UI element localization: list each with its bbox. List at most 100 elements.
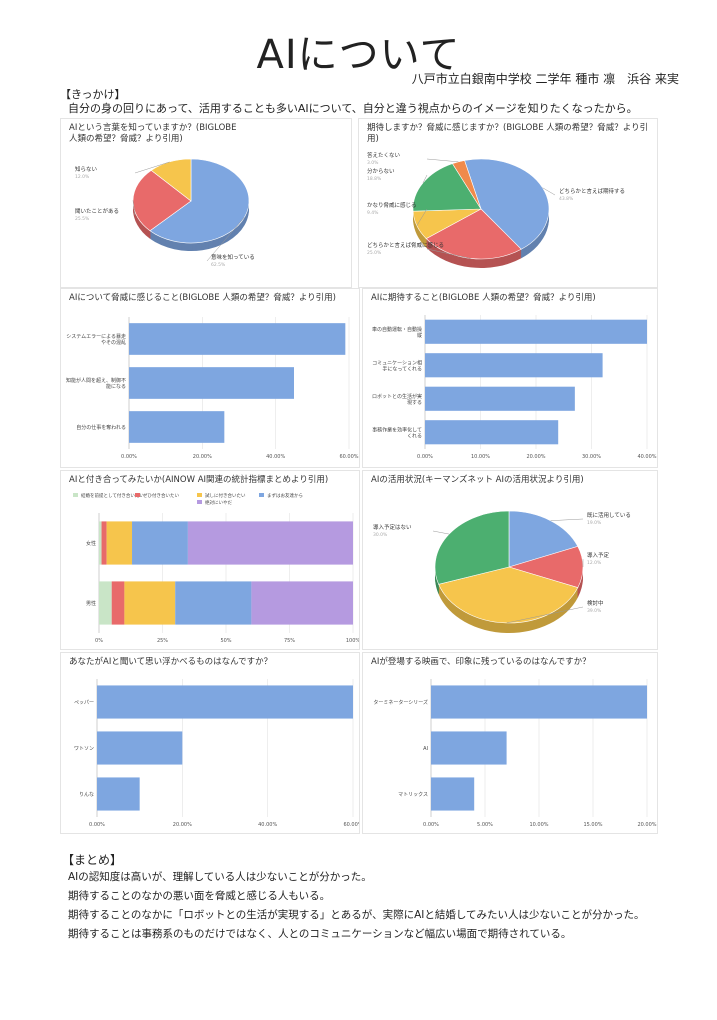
summary-line: 期待することは事務系のものだけではなく、人とのコミュニケーションなど幅広い場面で… — [68, 928, 572, 940]
leader-line — [542, 187, 556, 196]
legend-swatch — [197, 493, 202, 497]
bar — [425, 420, 559, 445]
legend-label: 絶対にいやだ — [205, 499, 232, 506]
pie-value-label: 30.0% — [373, 532, 388, 538]
summary-text: AIの認知度は高いが、理解している人は少ないことが分かった。 期待することのなか… — [68, 868, 645, 944]
x-tick-label: 15.00% — [583, 822, 602, 828]
bar — [97, 777, 140, 811]
leader-line — [422, 174, 428, 184]
summary-line: 期待することのなかの悪い面を脅威と感じる人もいる。 — [68, 890, 331, 902]
pie-value-label: 39.0% — [587, 608, 602, 614]
bar — [425, 319, 647, 344]
leader-line — [550, 518, 584, 521]
pie-label: 導入予定はない — [373, 523, 412, 531]
category-label: 事務作業を効率化して — [372, 426, 422, 433]
x-tick-label: 20.00% — [173, 822, 192, 828]
x-tick-label: 20.00% — [193, 454, 212, 460]
chart-date-stacked-bar: 結婚を前提として付き合いたい ぜひ付き合いたい 試しに付き合いたい まずはお友達から絶… — [73, 492, 359, 644]
x-tick-label: 20.00% — [637, 822, 656, 828]
category-label: 車の自動運転・自動操 — [372, 326, 422, 333]
chart-panel-expect: 期待しますか？脅威に感じますか？(BIGLOBE 人類の希望？脅威？より引用) … — [358, 118, 658, 288]
stacked-bar-segment — [251, 581, 353, 625]
stacked-bar-segment — [132, 521, 188, 565]
category-label: システムエラーによる暴走 — [66, 333, 126, 340]
legend-label: 試しに付き合いたい — [205, 492, 246, 499]
bar — [129, 367, 294, 399]
pie-value-label: 19.0% — [587, 520, 602, 526]
stacked-bar-segment — [99, 521, 102, 565]
chart-panel-think: あなたがAIと聞いて思い浮かべるものはなんですか？ 0.00% 20.00% 40.… — [60, 652, 360, 834]
pie-label: 答えたくない — [367, 151, 401, 159]
chart-title: AIに期待すること(BIGLOBE 人類の希望？脅威？より引用) — [371, 293, 596, 303]
page-title: AIについて — [256, 32, 461, 78]
pie-label: どちらかと言えば期待する — [559, 187, 625, 195]
chart-panel-known: AIという言葉を知っていますか？(BIGLOBE 人類の希望？脅威？より引用) … — [60, 118, 352, 288]
category-label: ペッパー — [74, 700, 94, 706]
chart-movie-bar: 0.00% 5.00% 10.00% 15.00% 20.00% ターミネーターシリーズ A… — [373, 679, 657, 828]
x-tick-label: 10.00% — [529, 822, 548, 828]
pie-value-label: 62.5% — [211, 262, 226, 268]
stacked-bar-segment — [106, 521, 133, 565]
bar — [97, 731, 183, 765]
chart-title: AIについて脅威に感じること(BIGLOBE 人類の希望？脅威？より引用) — [69, 293, 336, 303]
leader-line — [426, 248, 471, 259]
legend-swatch — [197, 500, 202, 504]
category-label: 自分の仕事を奪われる — [76, 424, 126, 431]
summary-line: 期待することのなかに「ロボットとの生活が実現する」とあるが、実際にAIと結婚して… — [68, 909, 645, 921]
chart-title: AIが登場する映画で、印象に残っているのはなんですか？ — [371, 657, 591, 667]
category-label: りんな — [79, 791, 94, 798]
chart-title: 期待しますか？脅威に感じますか？(BIGLOBE 人類の希望？脅威？より引用) — [367, 123, 649, 144]
pie-label: 聞いたことがある — [75, 207, 119, 215]
x-tick-label: 75% — [284, 638, 295, 644]
leader-line — [506, 606, 584, 624]
bar — [129, 323, 346, 355]
x-tick-label: 0.00% — [423, 822, 439, 828]
pie-value-label: 12.0% — [75, 174, 90, 180]
leader-line — [426, 158, 459, 163]
pie-label: 分からない — [367, 167, 395, 175]
pie-value-label: 18.8% — [367, 176, 382, 182]
chart-panel-threat: AIについて脅威に感じること(BIGLOBE 人類の希望？脅威？より引用) 0.… — [60, 288, 360, 468]
pie-slice — [425, 208, 522, 260]
stacked-bar-segment — [175, 581, 252, 625]
x-tick-label: 40.00% — [637, 454, 656, 460]
legend-swatch — [259, 493, 264, 497]
x-tick-label: 30.00% — [582, 454, 601, 460]
pie-slice — [508, 510, 579, 568]
x-tick-label: 40.00% — [258, 822, 277, 828]
bar — [425, 386, 575, 411]
pie-value-label: 12.0% — [587, 560, 602, 566]
chart-title: あなたがAIと聞いて思い浮かべるものはなんですか？ — [69, 657, 273, 667]
x-tick-label: 50% — [220, 638, 231, 644]
pie-label: かなり脅威に感じる — [367, 201, 417, 209]
stacked-bar-segment — [99, 581, 112, 625]
chart-title: AIという言葉を知っていますか？(BIGLOBE 人類の希望？脅威？より引用) — [69, 123, 237, 144]
bar — [97, 685, 353, 719]
author-line: 八戸市立白銀南中学校 二学年 種市 凛 浜谷 来実 — [411, 72, 679, 86]
x-tick-label: 25% — [157, 638, 168, 644]
category-label: 縦 — [417, 332, 422, 339]
stacked-bar-segment — [124, 581, 176, 625]
chart-hope-bar: 0.00% 10.00% 20.00% 30.00% 40.00% 車の自動運転・自動操縦… — [372, 315, 657, 460]
chart-panel-usage: AIの活用状況(キーマンズネット AIの活用状況より引用) 既に活用している 19… — [362, 470, 658, 650]
x-tick-label: 60.00% — [343, 822, 359, 828]
pie-value-label: 3.0% — [367, 160, 379, 166]
legend-label: 結婚を前提として付き合いたい — [81, 492, 144, 499]
category-label: ワトソン — [74, 746, 94, 752]
kikkake-text: 自分の身の回りにあって、活用することも多いAIについて、自分と違う視点からのイメ… — [68, 102, 638, 115]
x-tick-label: 0.00% — [417, 454, 433, 460]
x-tick-label: 20.00% — [526, 454, 545, 460]
x-tick-label: 40.00% — [266, 454, 285, 460]
pie-label: 意味を知っている — [211, 253, 255, 261]
category-label: 女性 — [86, 540, 96, 547]
leader-line — [206, 216, 245, 262]
legend-swatch — [135, 493, 140, 497]
pie-value-label: 25.5% — [75, 216, 90, 222]
x-tick-label: 10.00% — [471, 454, 490, 460]
bar — [431, 731, 507, 765]
bar — [431, 685, 647, 719]
category-label: ターミネーターシリーズ — [373, 699, 428, 706]
